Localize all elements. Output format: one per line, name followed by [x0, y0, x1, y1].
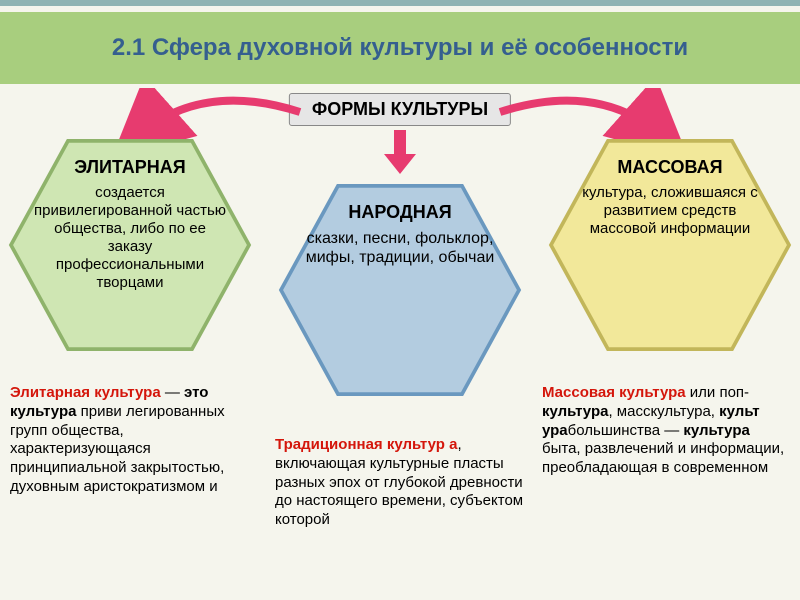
definition-traditional: Традиционная культур а, включающая культ… [275, 436, 525, 530]
def-trad-lead: Традиционная [275, 436, 387, 453]
definition-mass: Массовая культура или поп-культура, масс… [542, 384, 790, 478]
hex-elite: ЭЛИТАРНАЯ создается привилегированной ча… [6, 135, 254, 355]
slide: 2.1 Сфера духовной культуры и её особенн… [0, 0, 800, 600]
hex-folk-body: сказки, песни, фольклор, мифы, традиции,… [304, 229, 496, 267]
hex-folk-title: НАРОДНАЯ [348, 202, 451, 223]
def-elite-lead: Элитарная культура [10, 384, 161, 401]
forms-label: ФОРМЫ КУЛЬТУРЫ [289, 93, 511, 126]
hex-mass: МАССОВАЯ культура, сложившаяся с развити… [546, 135, 794, 355]
hex-elite-title: ЭЛИТАРНАЯ [74, 157, 186, 178]
hex-folk: НАРОДНАЯ сказки, песни, фольклор, мифы, … [276, 180, 524, 400]
def-mass-lead: Массовая культура [542, 384, 686, 401]
definition-elite: Элитарная культура — это культура приви … [10, 384, 258, 497]
down-arrow [380, 128, 420, 176]
hex-mass-title: МАССОВАЯ [617, 157, 722, 178]
slide-title: 2.1 Сфера духовной культуры и её особенн… [22, 34, 778, 63]
title-band: 2.1 Сфера духовной культуры и её особенн… [0, 12, 800, 84]
hex-mass-body: культура, сложившаяся с развитием средст… [574, 184, 766, 238]
hex-elite-body: создается привилегированной частью общес… [34, 184, 226, 292]
top-accent-bar [0, 0, 800, 6]
